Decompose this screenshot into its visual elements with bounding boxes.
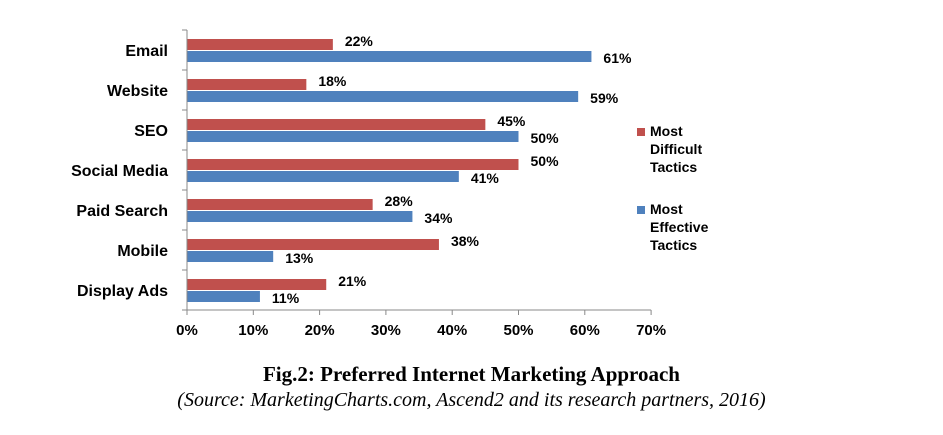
legend-label: Tactics <box>650 237 697 253</box>
category-label: Paid Search <box>76 203 168 220</box>
data-label: 45% <box>497 113 526 129</box>
category-label: Social Media <box>71 163 168 180</box>
x-tick-label: 70% <box>636 322 666 339</box>
bar-difficult-2 <box>187 119 486 130</box>
data-label: 28% <box>385 193 414 209</box>
data-label: 22% <box>345 33 374 49</box>
bar-difficult-1 <box>187 79 307 90</box>
legend-label: Difficult <box>650 141 702 157</box>
bar-difficult-0 <box>187 39 333 50</box>
bar-effective-3 <box>187 171 459 182</box>
bar-effective-5 <box>187 251 274 262</box>
data-label: 11% <box>272 290 300 306</box>
data-label: 50% <box>531 130 560 146</box>
data-label: 59% <box>590 90 619 106</box>
data-label: 38% <box>451 233 480 249</box>
x-tick-label: 20% <box>305 322 335 339</box>
category-label: Mobile <box>117 243 168 260</box>
category-label: Email <box>125 43 168 60</box>
bar-difficult-4 <box>187 199 373 210</box>
figure-caption: Fig.2: Preferred Internet Marketing Appr… <box>262 362 680 386</box>
bar-effective-6 <box>187 291 260 302</box>
x-tick-label: 60% <box>570 322 600 339</box>
bar-effective-1 <box>187 91 579 102</box>
data-label: 18% <box>318 73 347 89</box>
bar-effective-0 <box>187 51 592 62</box>
bar-effective-4 <box>187 211 413 222</box>
x-tick-label: 50% <box>503 322 533 339</box>
data-label: 50% <box>531 153 560 169</box>
legend-swatch-effective <box>637 206 645 214</box>
legend-swatch-difficult <box>637 128 645 136</box>
data-label: 61% <box>603 50 632 66</box>
data-label: 41% <box>471 170 500 186</box>
legend-label: Most <box>650 201 683 217</box>
figure-source: (Source: MarketingCharts.com, Ascend2 an… <box>177 389 766 411</box>
data-label: 34% <box>424 210 453 226</box>
legend: Most Difficult Tactics Most Effective Tactics <box>637 123 709 253</box>
x-tick-label: 40% <box>437 322 467 339</box>
category-label: SEO <box>134 123 168 140</box>
category-label: Website <box>107 83 168 100</box>
data-label: 13% <box>285 250 314 266</box>
x-tick-label: 10% <box>238 322 268 339</box>
data-label: 21% <box>338 273 367 289</box>
bar-chart: 22% 61% 18% 59% 45% 50% 50% 41% 28% 34% 38% 13% 21% 1… <box>71 29 709 339</box>
plot-area: 22% 61% 18% 59% 45% 50% 50% 41% 28% 34% 38% 13% 21% 1… <box>187 33 632 306</box>
legend-label: Effective <box>650 219 709 235</box>
axes: Email Website SEO Social Media Paid Search Mo… <box>71 29 666 339</box>
legend-label: Most <box>650 123 683 139</box>
category-label: Display Ads <box>77 283 168 300</box>
x-tick-label: 0% <box>176 322 198 339</box>
bar-effective-2 <box>187 131 519 142</box>
legend-label: Tactics <box>650 159 697 175</box>
bar-difficult-5 <box>187 239 439 250</box>
x-tick-label: 30% <box>371 322 401 339</box>
bar-difficult-6 <box>187 279 327 290</box>
bar-difficult-3 <box>187 159 519 170</box>
